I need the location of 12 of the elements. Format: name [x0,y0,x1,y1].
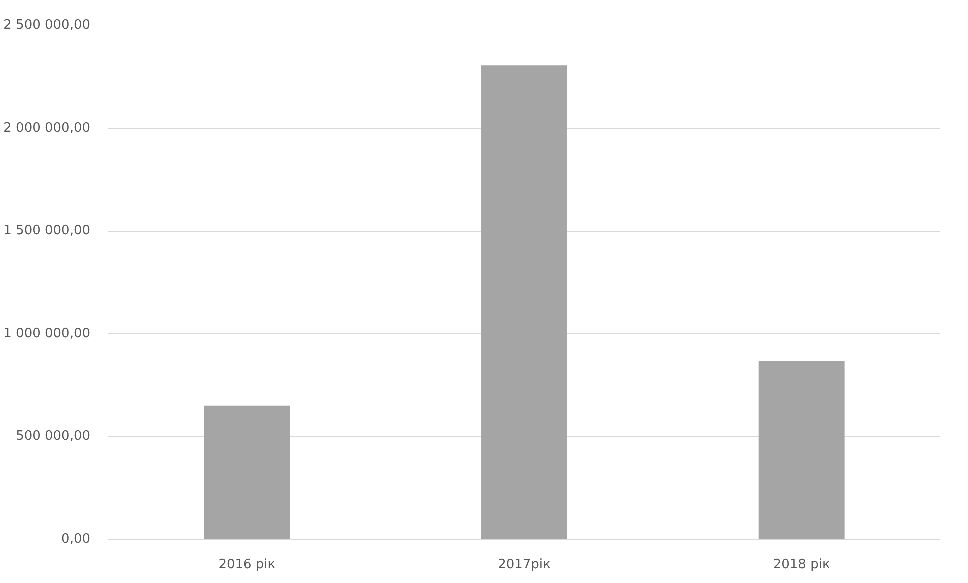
y-tick-label: 500 000,00 [16,429,91,444]
y-tick-label: 1 500 000,00 [4,224,91,239]
y-tick-label: 1 000 000,00 [4,326,91,342]
x-tick-label: 2016 рік [218,558,276,572]
bar [204,406,290,540]
x-tick-label: 2017рік [498,558,552,572]
x-tick-label: 2018 рік [773,558,830,572]
y-tick-label: 2 500 000,00 [4,18,91,33]
bar [758,361,845,540]
bar [482,66,568,540]
y-tick-label: 2 000 000,00 [4,120,91,136]
y-tick-label: 0,00 [62,532,91,547]
